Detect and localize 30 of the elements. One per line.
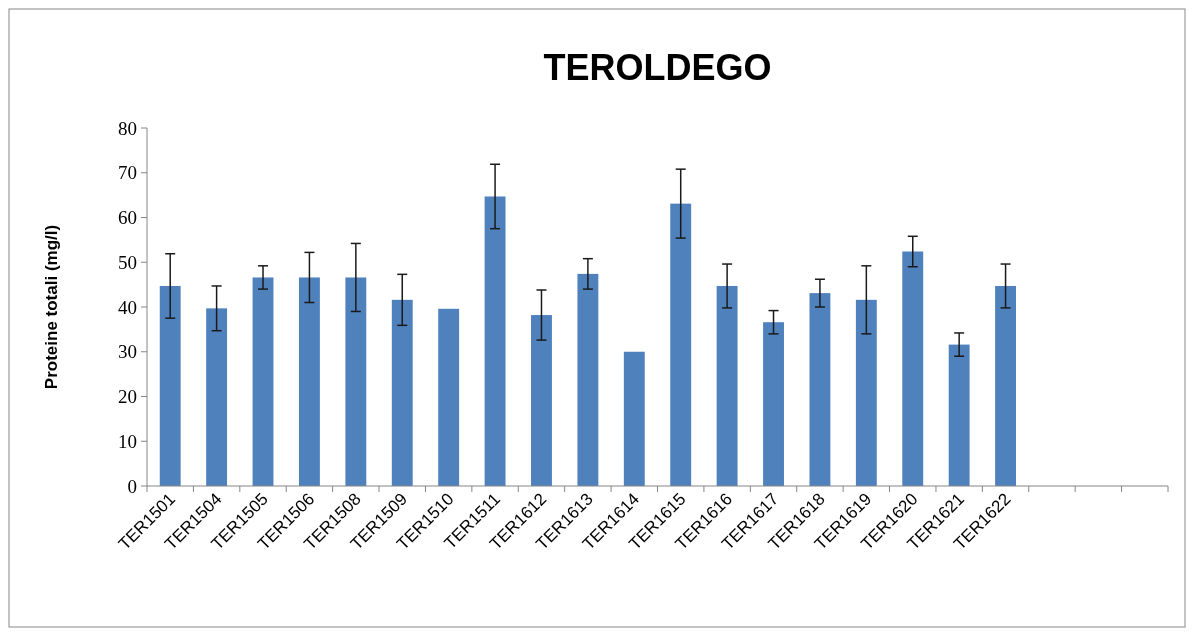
y-axis-title: Proteine totali (mg/l) <box>42 224 61 390</box>
bar <box>716 285 738 486</box>
bar <box>670 203 692 486</box>
bar <box>995 285 1017 486</box>
bar <box>855 299 877 486</box>
y-tick-label: 80 <box>118 117 137 139</box>
bar <box>577 273 599 486</box>
y-tick-label: 40 <box>118 296 137 318</box>
bar <box>902 251 924 486</box>
bar <box>345 277 367 486</box>
bar <box>623 351 645 486</box>
bar <box>531 315 552 486</box>
bar <box>298 277 320 486</box>
y-tick-label: 60 <box>118 207 137 229</box>
y-tick-label: 20 <box>118 386 137 408</box>
bar <box>252 277 274 486</box>
bar <box>438 308 460 486</box>
bar <box>809 293 831 486</box>
bar <box>948 344 970 486</box>
bar <box>159 285 181 486</box>
bar <box>484 196 506 486</box>
bar <box>206 308 228 486</box>
y-tick-label: 30 <box>118 341 137 363</box>
y-tick-label: 70 <box>118 162 137 184</box>
bar <box>763 322 784 486</box>
chart-title: TEROLDEGO <box>543 47 772 88</box>
bar <box>391 299 413 486</box>
y-tick-label: 10 <box>118 430 137 452</box>
y-tick-label: 0 <box>127 475 137 497</box>
y-tick-label: 50 <box>118 251 137 273</box>
